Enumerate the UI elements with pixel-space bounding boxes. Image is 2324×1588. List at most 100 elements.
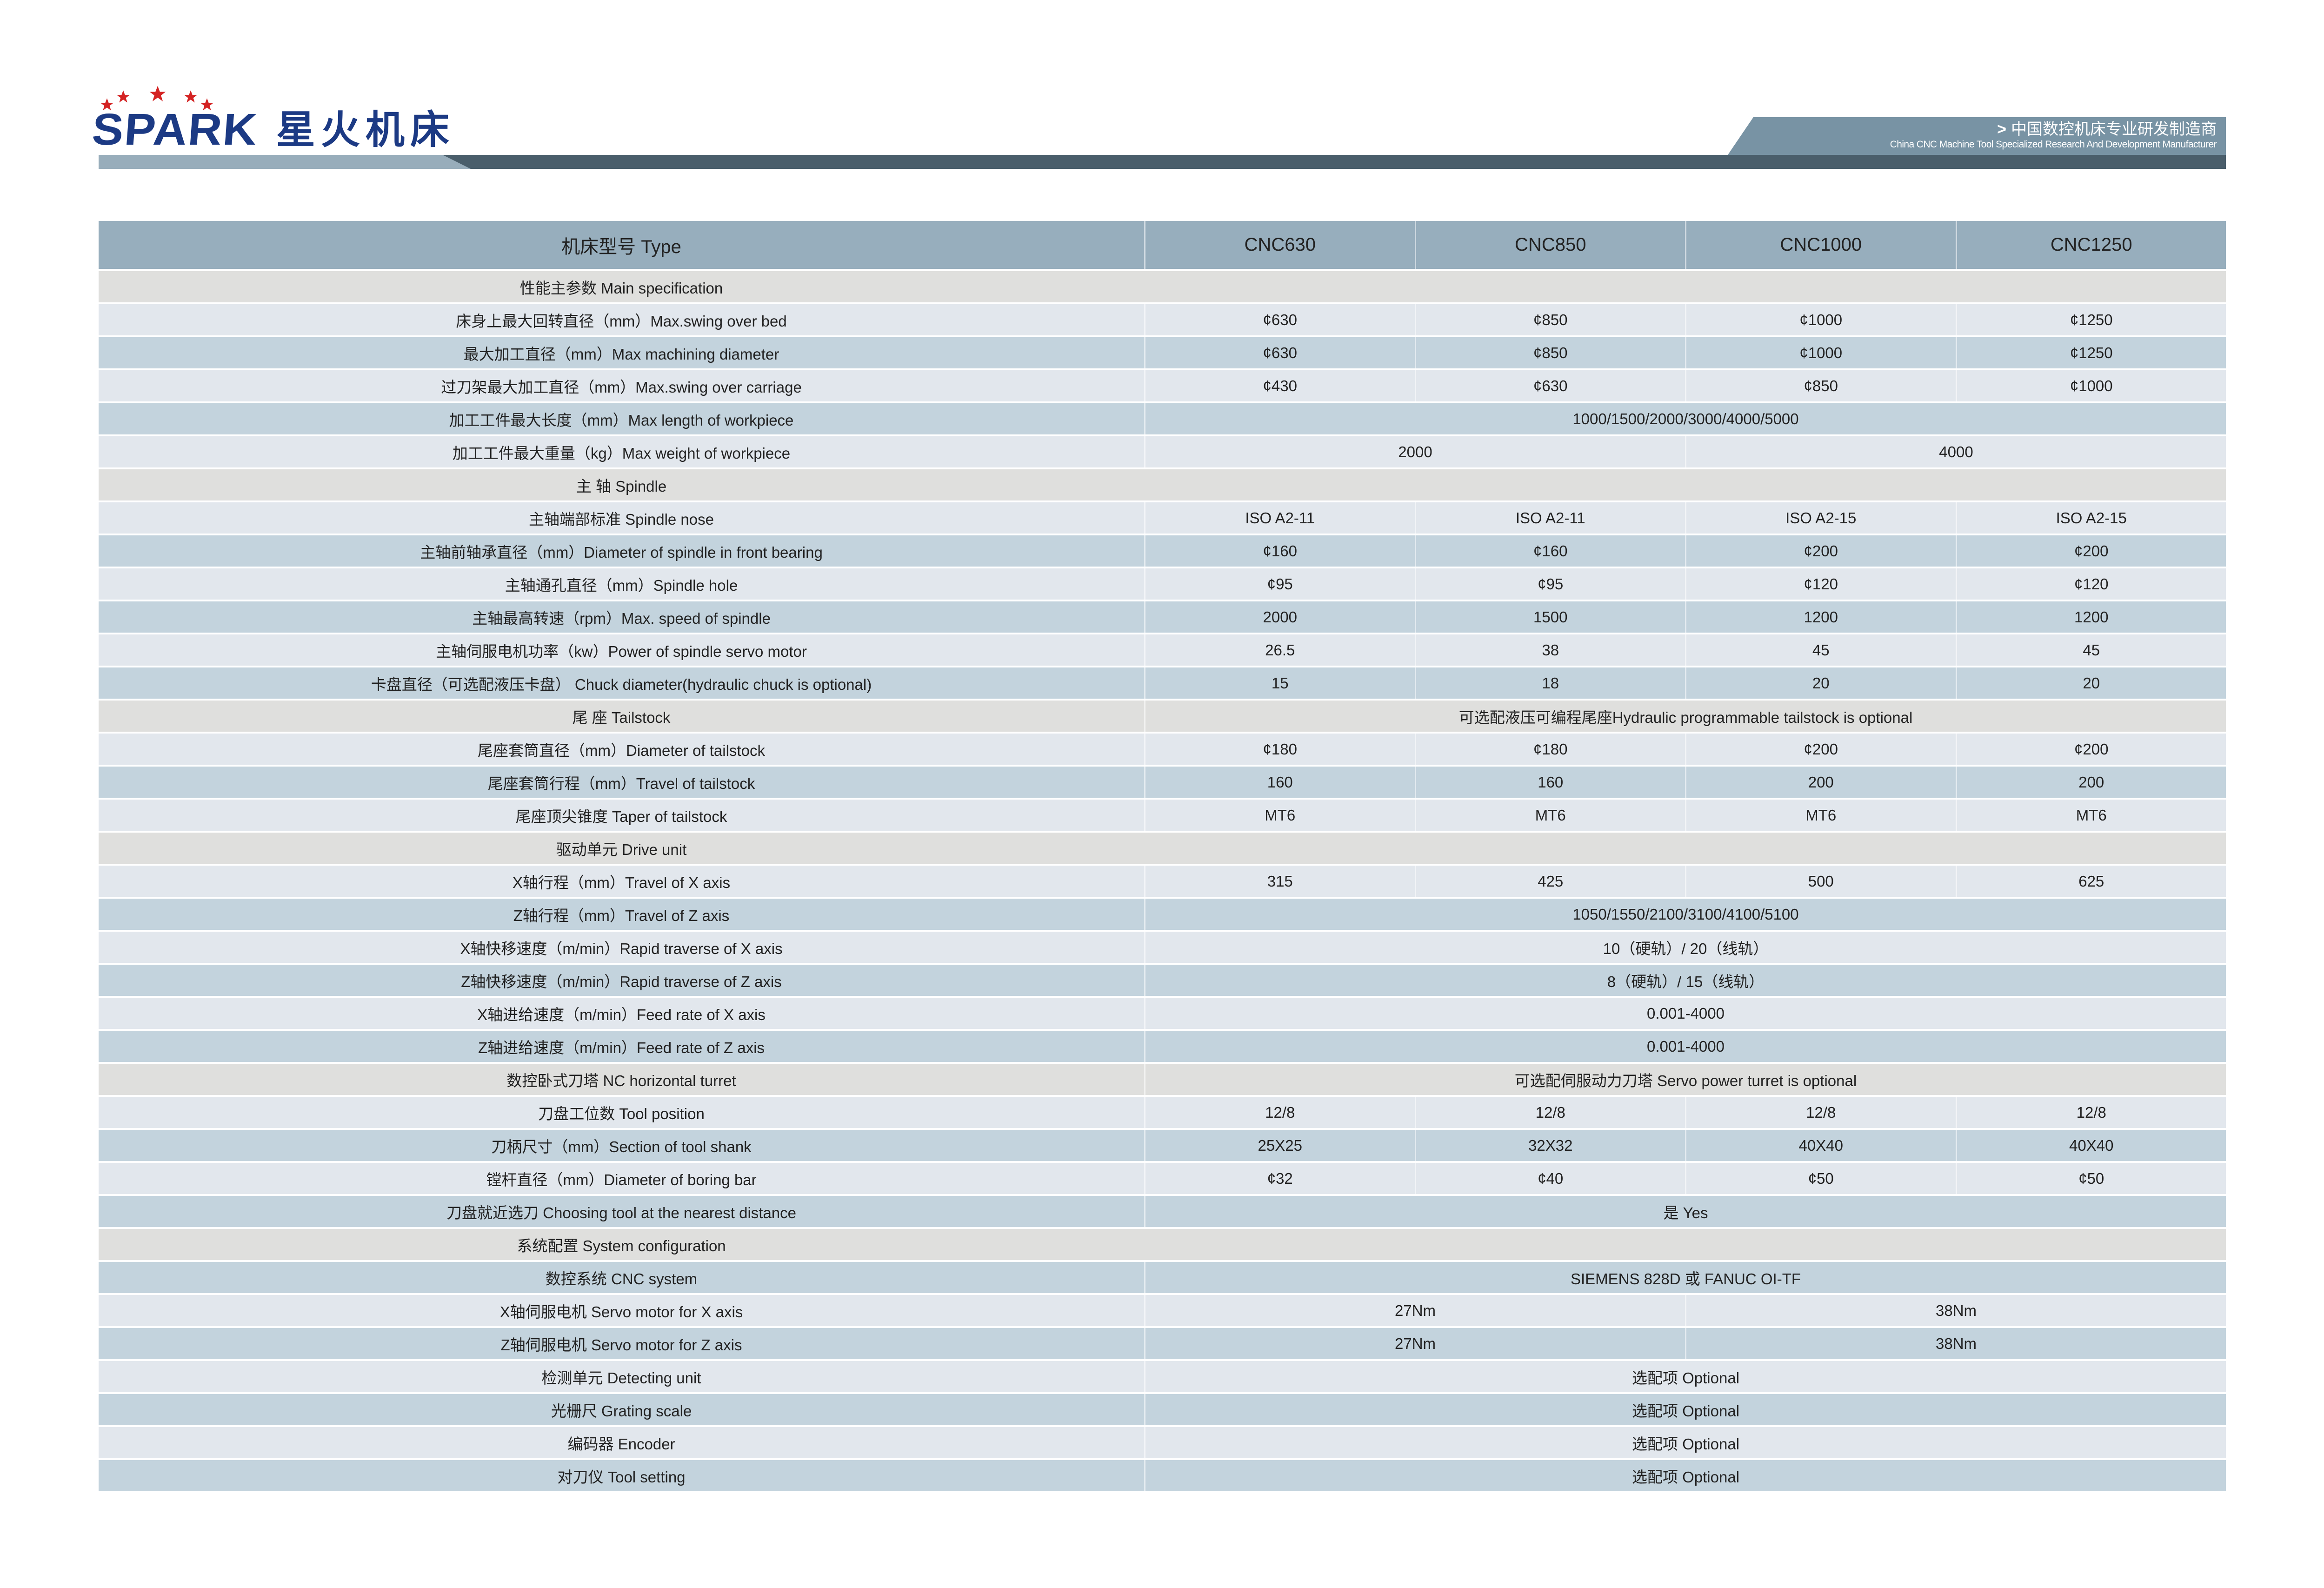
spec-value: 8（硬轨）/ 15（线轨） xyxy=(1144,965,2226,996)
table-row: 主轴最高转速（rpm）Max. speed of spindle 2000 1500… xyxy=(99,601,2226,633)
spec-value: 4000 xyxy=(1685,436,2226,467)
chevron-right-icon: > xyxy=(1997,120,2006,138)
spec-value: 625 xyxy=(1955,866,2226,897)
table-row: 对刀仪 Tool setting 选配项 Optional xyxy=(99,1460,2226,1491)
spec-value: 18 xyxy=(1414,667,1685,699)
spec-value: ¢1000 xyxy=(1685,304,1956,335)
tagline-banner: > 中国数控机床专业研发制造商 China CNC Machine Tool Sp… xyxy=(1728,117,2226,155)
spec-value: 425 xyxy=(1414,866,1685,897)
spec-value: ¢180 xyxy=(1414,734,1685,765)
spec-label: 主轴通孔直径（mm）Spindle hole xyxy=(505,576,738,594)
spec-value: ¢180 xyxy=(1144,734,1415,765)
spec-value: 2000 xyxy=(1144,601,1415,633)
table-row: 最大加工直径（mm）Max machining diameter ¢630 ¢850… xyxy=(99,337,2226,368)
spec-value: ¢630 xyxy=(1144,337,1415,368)
spec-value: 38Nm xyxy=(1685,1295,2226,1326)
spec-value: MT6 xyxy=(1955,800,2226,831)
table-row: X轴快移速度（m/min）Rapid traverse of X axis 10（… xyxy=(99,932,2226,963)
spec-table: 机床型号 Type CNC630 CNC850 CNC1000 CNC1250 … xyxy=(99,221,2226,1493)
section-row: 尾 座 Tailstock 可选配液压可编程尾座Hydraulic program… xyxy=(99,701,2226,732)
spec-value: ¢630 xyxy=(1144,304,1415,335)
spec-value: 38 xyxy=(1414,634,1685,666)
spec-value: 40X40 xyxy=(1685,1130,1956,1161)
spec-label: 过刀架最大加工直径（mm）Max.swing over carriage xyxy=(441,378,802,396)
spec-label: 检测单元 Detecting unit xyxy=(541,1369,701,1387)
spec-label: 主轴伺服电机功率（kw）Power of spindle servo motor xyxy=(436,642,807,660)
spec-label: 光栅尺 Grating scale xyxy=(551,1402,692,1420)
spec-value: 40X40 xyxy=(1955,1130,2226,1161)
spec-value: ¢850 xyxy=(1414,337,1685,368)
spec-label: X轴进给速度（m/min）Feed rate of X axis xyxy=(477,1006,766,1023)
spec-value: 32X32 xyxy=(1414,1130,1685,1161)
section-title: 驱动单元 Drive unit xyxy=(556,841,687,858)
spec-label: 镗杆直径（mm）Diameter of boring bar xyxy=(486,1171,757,1188)
table-row: 尾座顶尖锥度 Taper of tailstock MT6 MT6 MT6 MT6 xyxy=(99,800,2226,831)
table-body: 性能主参数 Main specification 床身上最大回转直径（mm）Max… xyxy=(99,271,2226,1491)
star-icon xyxy=(100,98,114,112)
table-row: 过刀架最大加工直径（mm）Max.swing over carriage ¢430… xyxy=(99,370,2226,401)
spec-label: 主轴端部标准 Spindle nose xyxy=(529,510,714,528)
spec-value: MT6 xyxy=(1144,800,1415,831)
tagline-english: China CNC Machine Tool Specialized Resea… xyxy=(1890,139,2217,150)
star-icon xyxy=(200,98,214,112)
spec-value: ¢40 xyxy=(1414,1163,1685,1194)
section-title: 性能主参数 Main specification xyxy=(519,279,723,297)
header-bar-light xyxy=(99,155,471,169)
table-row: X轴进给速度（m/min）Feed rate of X axis 0.001-40… xyxy=(99,998,2226,1029)
spec-label: 刀盘工位数 Tool position xyxy=(538,1105,705,1122)
spec-value: MT6 xyxy=(1685,800,1956,831)
spec-value: 1000/1500/2000/3000/4000/5000 xyxy=(1144,403,2226,434)
section-row: 系统配置 System configuration xyxy=(99,1229,2226,1260)
table-row: 检测单元 Detecting unit 选配项 Optional xyxy=(99,1361,2226,1392)
spec-value: 20 xyxy=(1685,667,1956,699)
spec-value: ¢95 xyxy=(1144,568,1415,600)
spec-label: Z轴伺服电机 Servo motor for Z axis xyxy=(500,1336,742,1354)
table-row: 光栅尺 Grating scale 选配项 Optional xyxy=(99,1394,2226,1425)
spec-value: 160 xyxy=(1414,767,1685,798)
spec-value: 25X25 xyxy=(1144,1130,1415,1161)
table-row: 镗杆直径（mm）Diameter of boring bar ¢32 ¢40 ¢50 ¢… xyxy=(99,1163,2226,1194)
spec-label: 尾座顶尖锥度 Taper of tailstock xyxy=(515,807,727,825)
spec-value: 2000 xyxy=(1144,436,1685,467)
spec-value: 选配项 Optional xyxy=(1144,1394,2226,1425)
spec-value: ISO A2-15 xyxy=(1955,502,2226,534)
spec-value: SIEMENS 828D 或 FANUC OI-TF xyxy=(1144,1262,2226,1293)
spec-label: X轴行程（mm）Travel of X axis xyxy=(512,874,731,891)
section-row: 主 轴 Spindle xyxy=(99,469,2226,500)
table-row: Z轴伺服电机 Servo motor for Z axis 27Nm 38Nm xyxy=(99,1328,2226,1359)
table-row: 数控系统 CNC system SIEMENS 828D 或 FANUC OI-T… xyxy=(99,1262,2226,1293)
table-header-row: 机床型号 Type CNC630 CNC850 CNC1000 CNC1250 xyxy=(99,221,2226,269)
spec-value: ¢200 xyxy=(1685,734,1956,765)
section-row: 性能主参数 Main specification xyxy=(99,271,2226,302)
spec-value: 160 xyxy=(1144,767,1415,798)
spec-value: ¢850 xyxy=(1414,304,1685,335)
table-row: 刀盘工位数 Tool position 12/8 12/8 12/8 12/8 xyxy=(99,1097,2226,1128)
table-row: X轴行程（mm）Travel of X axis 315 425 500 625 xyxy=(99,866,2226,897)
table-row: X轴伺服电机 Servo motor for X axis 27Nm 38Nm xyxy=(99,1295,2226,1326)
spec-value: 38Nm xyxy=(1685,1328,2226,1359)
spec-value: ¢200 xyxy=(1955,535,2226,567)
table-row: 卡盘直径（可选配液压卡盘） Chuck diameter(hydraulic c… xyxy=(99,667,2226,699)
header-type-label: 机床型号 Type xyxy=(561,236,681,257)
spec-value: ¢120 xyxy=(1685,568,1956,600)
spec-value: 选配项 Optional xyxy=(1144,1427,2226,1458)
spec-value: ¢1000 xyxy=(1685,337,1956,368)
table-row: 刀柄尺寸（mm）Section of tool shank 25X25 32X32 4… xyxy=(99,1130,2226,1161)
spec-value: ¢200 xyxy=(1685,535,1956,567)
spec-label: 刀柄尺寸（mm）Section of tool shank xyxy=(491,1138,752,1155)
brand-logo: SPARK 星火机床 xyxy=(90,86,455,154)
table-row: 加工工件最大重量（kg）Max weight of workpiece 2000 4… xyxy=(99,436,2226,467)
spec-value: ¢1000 xyxy=(1955,370,2226,401)
spec-value: ISO A2-11 xyxy=(1144,502,1415,534)
section-row: 数控卧式刀塔 NC horizontal turret 可选配伺服动力刀塔 Ser… xyxy=(99,1064,2226,1095)
spec-value: 选配项 Optional xyxy=(1144,1361,2226,1392)
table-row: Z轴行程（mm）Travel of Z axis 1050/1550/2100/3… xyxy=(99,899,2226,930)
spec-value: 1500 xyxy=(1414,601,1685,633)
spec-value: ¢160 xyxy=(1414,535,1685,567)
spec-value: ¢1250 xyxy=(1955,337,2226,368)
star-icon xyxy=(184,90,198,104)
spec-value: 可选配液压可编程尾座Hydraulic programmable tailsto… xyxy=(1144,701,2226,732)
spec-value: 1050/1550/2100/3100/4100/5100 xyxy=(1144,899,2226,930)
spec-label: 尾座套筒行程（mm）Travel of tailstock xyxy=(487,774,755,792)
spec-label: Z轴行程（mm）Travel of Z axis xyxy=(513,907,730,924)
